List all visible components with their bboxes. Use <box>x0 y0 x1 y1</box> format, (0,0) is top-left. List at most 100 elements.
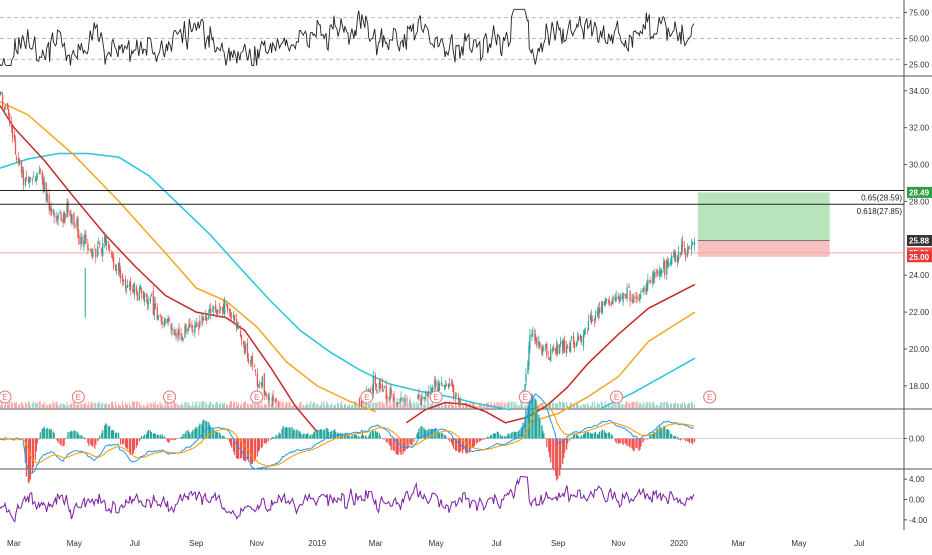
candle-body <box>210 309 211 313</box>
volume-bar <box>175 403 176 408</box>
macd-histogram-bar <box>109 426 110 438</box>
volume-bar <box>292 405 293 408</box>
volume-bar <box>654 406 655 408</box>
candle-body <box>269 398 270 400</box>
macd-histogram-bar <box>307 433 308 438</box>
macd-histogram-bar <box>539 419 540 438</box>
volume-bar <box>36 403 37 408</box>
volume-bar <box>307 405 308 408</box>
candle-body <box>534 330 535 341</box>
volume-bar <box>223 404 224 408</box>
price-tick-label: 32.00 <box>909 124 930 133</box>
candle-body <box>647 280 648 285</box>
volume-bar <box>231 401 232 408</box>
macd-histogram-bar <box>484 439 485 440</box>
volume-bar <box>268 402 269 408</box>
volume-bar <box>139 402 140 408</box>
candle-body <box>14 135 15 141</box>
candle-body <box>581 336 582 342</box>
volume-bar <box>198 406 199 408</box>
candle-body <box>657 271 658 275</box>
volume-bar <box>677 403 678 408</box>
candle-body <box>664 261 665 276</box>
volume-bar <box>241 404 242 408</box>
candle-body <box>626 288 627 299</box>
volume-bar <box>649 402 650 408</box>
candle-body <box>684 248 685 252</box>
volume-bar <box>195 403 196 408</box>
volume-bar <box>338 403 339 408</box>
macd-histogram-bar <box>413 439 414 442</box>
candle-body <box>36 177 37 180</box>
candle-body <box>196 323 197 326</box>
macd-histogram-bar <box>63 439 64 446</box>
candle-body <box>139 288 140 301</box>
volume-bar <box>632 402 633 408</box>
time-tick-label: Mar <box>369 539 383 548</box>
price-tick-label: 20.00 <box>909 345 930 354</box>
macd-histogram-bar <box>140 439 141 440</box>
volume-bar <box>151 404 152 408</box>
candle-body <box>404 398 405 405</box>
volume-bar <box>402 402 403 408</box>
volume-bar <box>233 403 234 408</box>
macd-histogram-bar <box>293 429 294 438</box>
candle-body <box>643 287 644 291</box>
volume-bar <box>314 402 315 408</box>
volume-bar <box>417 405 418 408</box>
candle-body <box>633 297 634 299</box>
volume-bar <box>335 405 336 408</box>
volume-bar <box>423 405 424 408</box>
candle-body <box>543 349 544 350</box>
volume-bar <box>57 406 58 408</box>
volume-bar <box>271 405 272 408</box>
candle-body <box>160 315 161 316</box>
volume-bar <box>477 406 478 408</box>
volume-bar <box>77 404 78 408</box>
macd-histogram-bar <box>377 432 378 439</box>
time-tick-label: Sep <box>189 539 204 548</box>
candle-body <box>4 108 5 111</box>
candle-body <box>230 312 231 316</box>
macd-histogram-bar <box>123 439 124 444</box>
macd-histogram-bar <box>39 439 40 440</box>
candle-body <box>446 385 447 386</box>
macd-histogram-bar <box>328 432 329 439</box>
candle-body <box>599 308 600 313</box>
macd-histogram-bar <box>612 436 613 439</box>
volume-bar <box>78 405 79 408</box>
volume-bar <box>169 406 170 408</box>
candle-body <box>12 127 13 138</box>
volume-bar <box>587 403 588 408</box>
volume-bar <box>595 406 596 408</box>
macd-histogram-bar <box>391 439 392 451</box>
volume-bar <box>275 406 276 408</box>
cci-tick-label: 4.00 <box>909 475 925 484</box>
time-tick-label: Nov <box>611 539 625 548</box>
volume-bar <box>293 406 294 408</box>
volume-bar <box>2 405 3 408</box>
volume-bar <box>439 405 440 408</box>
candle-body <box>578 336 579 340</box>
volume-bar <box>510 402 511 408</box>
candle-body <box>73 213 74 225</box>
candle-body <box>636 297 637 299</box>
macd-histogram-bar <box>321 430 322 439</box>
volume-bar <box>462 405 463 408</box>
macd-histogram-bar <box>474 439 475 446</box>
volume-bar <box>9 402 10 408</box>
macd-histogram-bar <box>664 426 665 438</box>
candle-body <box>559 345 560 354</box>
time-tick-label: Sep <box>551 539 566 548</box>
candle-body <box>141 289 142 294</box>
candle-body <box>438 383 439 390</box>
candle-body <box>146 294 147 297</box>
macd-histogram-bar <box>300 434 301 439</box>
volume-bar <box>99 401 100 408</box>
macd-histogram-bar <box>569 439 570 441</box>
candle-body <box>33 177 34 178</box>
volume-bar <box>438 406 439 408</box>
macd-histogram-bar <box>543 433 544 438</box>
volume-bar <box>351 406 352 408</box>
